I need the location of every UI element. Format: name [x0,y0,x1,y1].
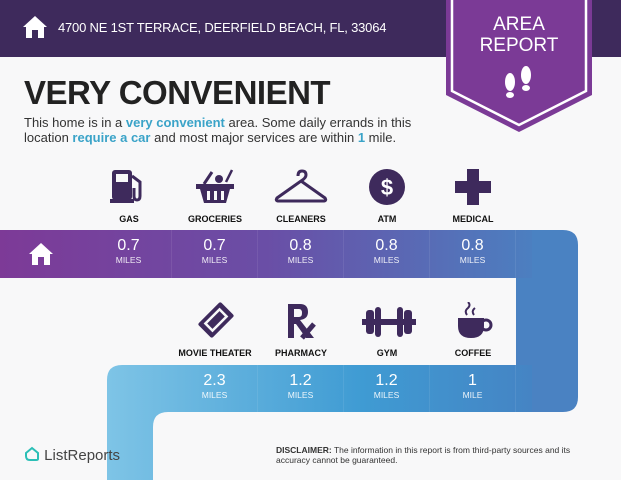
distance-movie-theater: 2.3 MILES [172,365,258,412]
footprints-icon [505,66,531,98]
medical-cross-icon [455,169,491,205]
badge-title: AREA REPORT [479,14,559,56]
label-groceries: GROCERIES [187,214,242,224]
label-gas: GAS [119,214,139,224]
label-medical: MEDICAL [452,214,494,224]
distance-gas: 0.7 MILES [86,230,172,278]
hanger-icon [274,169,328,203]
rx-icon [288,304,316,340]
listreports-logo: ListReports [24,446,120,464]
label-atm: ATM [377,214,397,224]
label-movie-theater: MOVIE THEATER [178,348,252,358]
label-gym: GYM [376,348,398,358]
ticket-icon [198,302,234,338]
svg-text:$: $ [381,175,393,200]
summary-text: This home is in a very convenient area. … [24,115,412,145]
distance-gym: 1.2 MILES [344,365,430,412]
gas-pump-icon [110,170,142,203]
distance-pharmacy: 1.2 MILES [258,365,344,412]
coffee-cup-icon [458,302,493,338]
label-coffee: COFFEE [454,348,492,358]
address: 4700 NE 1ST TERRACE, DEERFIELD BEACH, FL… [58,20,387,35]
distance-medical: 0.8 MILES [430,230,516,278]
home-marker-icon [29,243,53,265]
distance-atm: 0.8 MILES [344,230,430,278]
page-title: VERY CONVENIENT [24,74,331,111]
area-report-badge [446,0,592,132]
distance-groceries: 0.7 MILES [172,230,258,278]
logo-icon [25,446,39,461]
label-pharmacy: PHARMACY [274,348,327,358]
dumbbell-icon [362,307,416,337]
dollar-icon: $ [369,169,405,205]
distance-cleaners: 0.8 MILES [258,230,344,278]
disclaimer: DISCLAIMER: The information in this repo… [276,445,571,465]
distance-coffee: 1 MILE [430,365,516,412]
label-cleaners: CLEANERS [276,214,326,224]
grocery-basket-icon [196,169,234,203]
house-icon [23,16,47,38]
